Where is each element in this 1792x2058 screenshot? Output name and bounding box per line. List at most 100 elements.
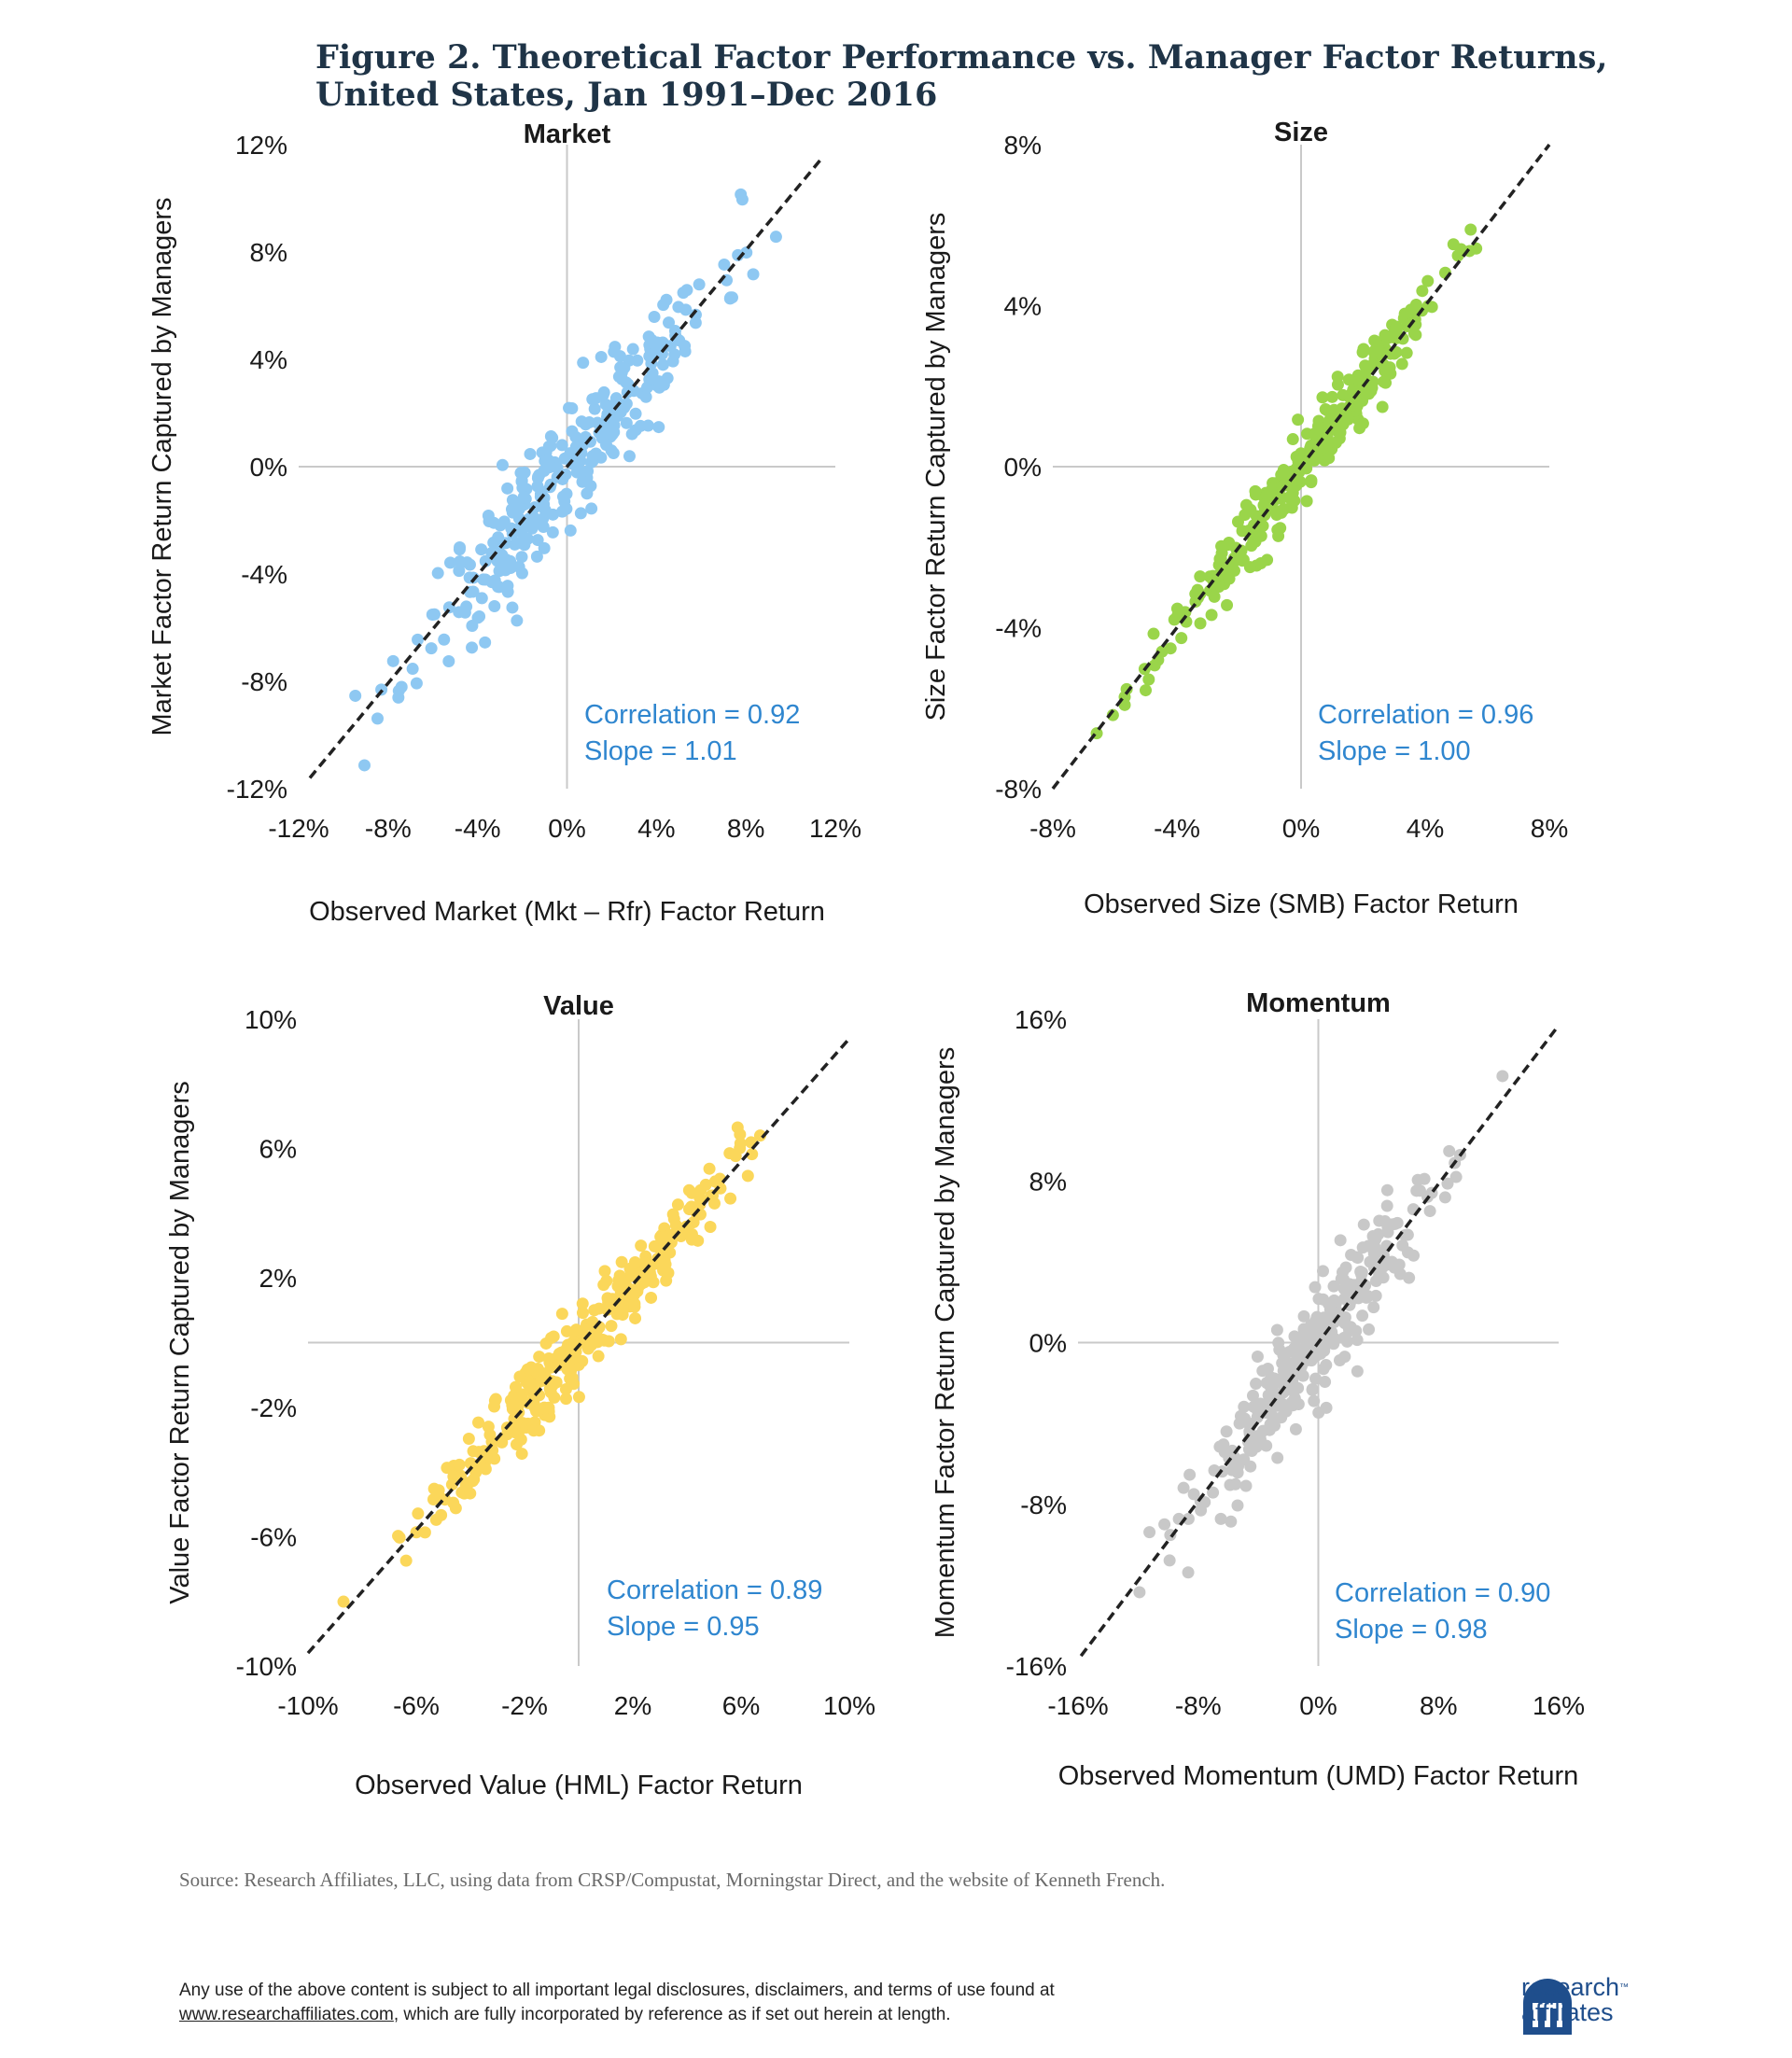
y-axis-label: Market Factor Return Captured by Manager… bbox=[147, 197, 177, 735]
x-tick-label: -2% bbox=[501, 1691, 548, 1720]
data-point bbox=[453, 1458, 466, 1471]
data-point bbox=[1239, 509, 1252, 522]
y-tick-label: 0% bbox=[1004, 453, 1042, 482]
x-tick-label: 0% bbox=[1282, 814, 1320, 843]
data-point bbox=[689, 316, 702, 329]
figure-title-line-2: United States, Jan 1991–Dec 2016 bbox=[315, 76, 938, 114]
x-tick-label: 4% bbox=[637, 814, 675, 843]
data-point bbox=[1306, 1382, 1319, 1395]
data-point bbox=[1292, 413, 1305, 427]
data-point bbox=[1496, 1070, 1509, 1083]
data-point bbox=[1359, 359, 1372, 372]
data-point bbox=[1342, 390, 1355, 403]
x-tick-label: -16% bbox=[1047, 1691, 1108, 1720]
data-point bbox=[645, 1291, 658, 1304]
data-point bbox=[425, 642, 438, 655]
data-point bbox=[524, 447, 537, 460]
data-point bbox=[637, 1276, 651, 1289]
data-point bbox=[1244, 1460, 1257, 1473]
y-axis-label: Size Factor Return Captured by Managers bbox=[921, 213, 951, 721]
data-point bbox=[1309, 1314, 1323, 1327]
data-point bbox=[1441, 1177, 1454, 1190]
x-tick-label: 2% bbox=[614, 1691, 651, 1720]
data-point bbox=[1376, 400, 1389, 413]
data-point bbox=[555, 1308, 568, 1321]
data-point bbox=[512, 502, 525, 515]
data-point bbox=[471, 611, 484, 624]
data-point bbox=[576, 1297, 589, 1310]
data-point bbox=[537, 521, 550, 534]
data-point bbox=[1345, 1248, 1358, 1261]
data-point bbox=[1334, 1234, 1347, 1247]
data-point bbox=[445, 1478, 458, 1491]
data-point bbox=[1278, 467, 1291, 480]
data-point bbox=[1323, 452, 1336, 465]
data-point bbox=[1338, 1351, 1351, 1364]
data-point bbox=[515, 474, 528, 487]
data-point bbox=[657, 378, 670, 391]
x-tick-label: 8% bbox=[727, 814, 764, 843]
data-point bbox=[1384, 367, 1397, 380]
data-point bbox=[1447, 238, 1460, 251]
data-point bbox=[475, 543, 488, 556]
data-point bbox=[631, 354, 644, 367]
data-point bbox=[483, 1428, 497, 1441]
data-point bbox=[555, 505, 568, 518]
data-point bbox=[559, 1382, 572, 1395]
data-point bbox=[577, 357, 590, 370]
disclaimer-link[interactable]: www.researchaffiliates.com bbox=[179, 2005, 394, 2024]
data-point bbox=[337, 1595, 350, 1608]
data-point bbox=[1356, 1309, 1369, 1323]
data-point bbox=[693, 278, 706, 291]
data-point bbox=[1223, 572, 1236, 585]
data-point bbox=[1214, 1512, 1227, 1525]
data-point bbox=[1249, 484, 1262, 497]
data-point bbox=[628, 1256, 641, 1269]
data-point bbox=[1155, 645, 1169, 658]
data-point bbox=[1400, 346, 1413, 359]
data-point bbox=[671, 1198, 684, 1211]
data-point bbox=[1285, 496, 1298, 509]
data-point bbox=[612, 1274, 625, 1287]
data-point bbox=[599, 398, 612, 411]
x-tick-label: 8% bbox=[1531, 814, 1568, 843]
data-point bbox=[1250, 1378, 1263, 1391]
data-point bbox=[657, 299, 670, 312]
data-point bbox=[1363, 1323, 1376, 1336]
data-point bbox=[567, 1360, 580, 1373]
data-point bbox=[1183, 1468, 1197, 1481]
y-tick-label: -16% bbox=[1006, 1652, 1067, 1681]
data-point bbox=[704, 1221, 717, 1234]
data-point bbox=[562, 1338, 575, 1351]
x-tick-label: 6% bbox=[722, 1691, 760, 1720]
data-point bbox=[576, 466, 589, 479]
y-tick-label: 8% bbox=[250, 238, 287, 267]
data-point bbox=[1367, 1301, 1380, 1314]
data-point bbox=[714, 1182, 727, 1195]
data-point bbox=[1182, 1512, 1195, 1525]
data-point bbox=[412, 633, 425, 646]
data-point bbox=[723, 1147, 736, 1160]
data-point bbox=[432, 1484, 445, 1497]
data-point bbox=[1251, 1351, 1264, 1364]
data-point bbox=[1241, 1417, 1254, 1430]
data-point bbox=[1425, 301, 1438, 314]
y-axis-label: Value Factor Return Captured by Managers bbox=[165, 1081, 195, 1603]
data-point bbox=[357, 759, 371, 772]
data-point bbox=[588, 402, 601, 415]
data-point bbox=[518, 539, 531, 552]
data-point bbox=[1351, 1334, 1364, 1347]
data-point bbox=[605, 444, 618, 457]
data-point bbox=[1380, 1199, 1393, 1212]
data-point bbox=[1381, 1225, 1394, 1239]
data-point bbox=[392, 1530, 405, 1543]
data-point bbox=[488, 1400, 501, 1413]
fit-line bbox=[1079, 1028, 1558, 1658]
data-point bbox=[613, 350, 626, 363]
data-point bbox=[1286, 1399, 1299, 1412]
research-affiliates-logo-icon bbox=[1523, 1979, 1572, 2035]
data-point bbox=[1416, 285, 1429, 298]
data-point bbox=[1163, 1554, 1176, 1567]
data-point bbox=[1443, 1144, 1456, 1157]
data-point bbox=[629, 424, 642, 437]
